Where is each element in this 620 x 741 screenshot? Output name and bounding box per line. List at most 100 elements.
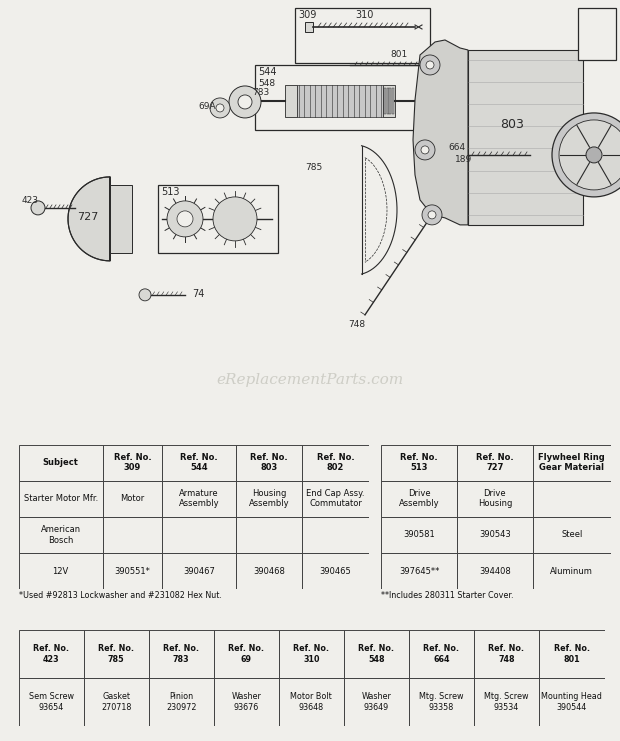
Text: Pinion
230972: Pinion 230972 <box>166 692 197 712</box>
Text: Motor: Motor <box>120 494 144 503</box>
Circle shape <box>426 61 434 69</box>
Circle shape <box>428 211 436 219</box>
Text: Ref. No.
803: Ref. No. 803 <box>250 453 288 472</box>
Circle shape <box>229 86 261 118</box>
Text: 802: 802 <box>581 10 600 20</box>
Text: 423: 423 <box>22 196 39 205</box>
Text: 803: 803 <box>500 118 524 131</box>
Circle shape <box>167 201 203 237</box>
Polygon shape <box>68 177 110 261</box>
Text: 12V: 12V <box>53 567 69 576</box>
Text: End Cap Assy.
Commutator: End Cap Assy. Commutator <box>306 489 365 508</box>
Bar <box>149 678 214 726</box>
Text: 397645**: 397645** <box>399 567 440 576</box>
Circle shape <box>420 55 440 75</box>
Bar <box>236 445 303 481</box>
Bar <box>279 678 343 726</box>
Bar <box>84 630 149 678</box>
Circle shape <box>415 140 435 160</box>
Bar <box>19 630 84 678</box>
Text: Subject: Subject <box>43 458 79 467</box>
Text: 783: 783 <box>252 88 269 97</box>
Text: Washer
93649: Washer 93649 <box>361 692 391 712</box>
Bar <box>236 517 303 553</box>
Circle shape <box>213 197 257 241</box>
Text: 189: 189 <box>455 155 472 164</box>
Text: 394408: 394408 <box>479 567 511 576</box>
Bar <box>162 553 236 589</box>
Bar <box>162 517 236 553</box>
Bar <box>303 481 369 517</box>
Text: 785: 785 <box>305 163 322 172</box>
Text: Ref. No.
423: Ref. No. 423 <box>33 644 69 664</box>
Text: Ref. No.
801: Ref. No. 801 <box>554 644 590 664</box>
Text: Starter Motor Mfr.: Starter Motor Mfr. <box>24 494 98 503</box>
Text: Motor Bolt
93648: Motor Bolt 93648 <box>290 692 332 712</box>
Text: Drive
Housing: Drive Housing <box>477 489 512 508</box>
Bar <box>162 481 236 517</box>
Bar <box>533 481 611 517</box>
Bar <box>343 630 409 678</box>
Bar <box>149 630 214 678</box>
Bar <box>236 481 303 517</box>
Circle shape <box>31 201 45 215</box>
Text: *Used #92813 Lockwasher and #231082 Hex Nut.: *Used #92813 Lockwasher and #231082 Hex … <box>19 591 221 599</box>
Polygon shape <box>413 40 468 225</box>
Text: 727: 727 <box>77 212 99 222</box>
Text: Aluminum: Aluminum <box>551 567 593 576</box>
Circle shape <box>422 205 442 225</box>
Bar <box>474 678 539 726</box>
Text: Steel: Steel <box>561 531 582 539</box>
Bar <box>457 481 533 517</box>
Bar <box>303 445 369 481</box>
Text: Ref. No.
513: Ref. No. 513 <box>401 453 438 472</box>
Text: American
Bosch: American Bosch <box>40 525 81 545</box>
Bar <box>295 8 430 63</box>
Text: Ref. No.
544: Ref. No. 544 <box>180 453 218 472</box>
Text: Ref. No.
727: Ref. No. 727 <box>476 453 513 472</box>
Text: Armature
Assembly: Armature Assembly <box>179 489 219 508</box>
Text: 390581: 390581 <box>403 531 435 539</box>
Bar <box>214 678 279 726</box>
Bar <box>343 678 409 726</box>
Bar <box>457 517 533 553</box>
Text: 548: 548 <box>258 79 275 88</box>
Bar <box>389 88 391 114</box>
Text: Ref. No.
748: Ref. No. 748 <box>489 644 525 664</box>
Bar <box>162 445 236 481</box>
Bar <box>19 481 103 517</box>
Bar <box>533 445 611 481</box>
Text: **Includes 280311 Starter Cover.: **Includes 280311 Starter Cover. <box>381 591 514 599</box>
Text: Ref. No.
783: Ref. No. 783 <box>163 644 199 664</box>
Circle shape <box>216 104 224 112</box>
Text: Washer
93676: Washer 93676 <box>231 692 261 712</box>
Text: 74: 74 <box>192 289 205 299</box>
Text: Gasket
270718: Gasket 270718 <box>101 692 131 712</box>
Bar <box>409 630 474 678</box>
Text: Flywheel Ring
Gear Material: Flywheel Ring Gear Material <box>538 453 605 472</box>
Text: 390468: 390468 <box>253 567 285 576</box>
Bar <box>103 445 162 481</box>
Text: 664: 664 <box>448 143 465 152</box>
Text: 310: 310 <box>355 10 373 20</box>
Bar <box>578 8 616 60</box>
Text: 390551*: 390551* <box>115 567 151 576</box>
Text: 748: 748 <box>348 320 365 329</box>
Bar <box>158 185 278 253</box>
Text: Ref. No.
309: Ref. No. 309 <box>113 453 151 472</box>
Bar <box>468 50 583 225</box>
Bar <box>457 445 533 481</box>
Text: 390543: 390543 <box>479 531 511 539</box>
Circle shape <box>139 289 151 301</box>
Bar <box>214 630 279 678</box>
Bar <box>255 65 430 130</box>
Circle shape <box>238 95 252 109</box>
Bar <box>409 678 474 726</box>
Text: Ref. No.
802: Ref. No. 802 <box>317 453 355 472</box>
Text: 309: 309 <box>298 10 316 20</box>
Bar <box>381 445 457 481</box>
Text: Sem Screw
93654: Sem Screw 93654 <box>29 692 74 712</box>
Bar <box>303 553 369 589</box>
Bar <box>19 517 103 553</box>
Bar <box>383 85 395 117</box>
